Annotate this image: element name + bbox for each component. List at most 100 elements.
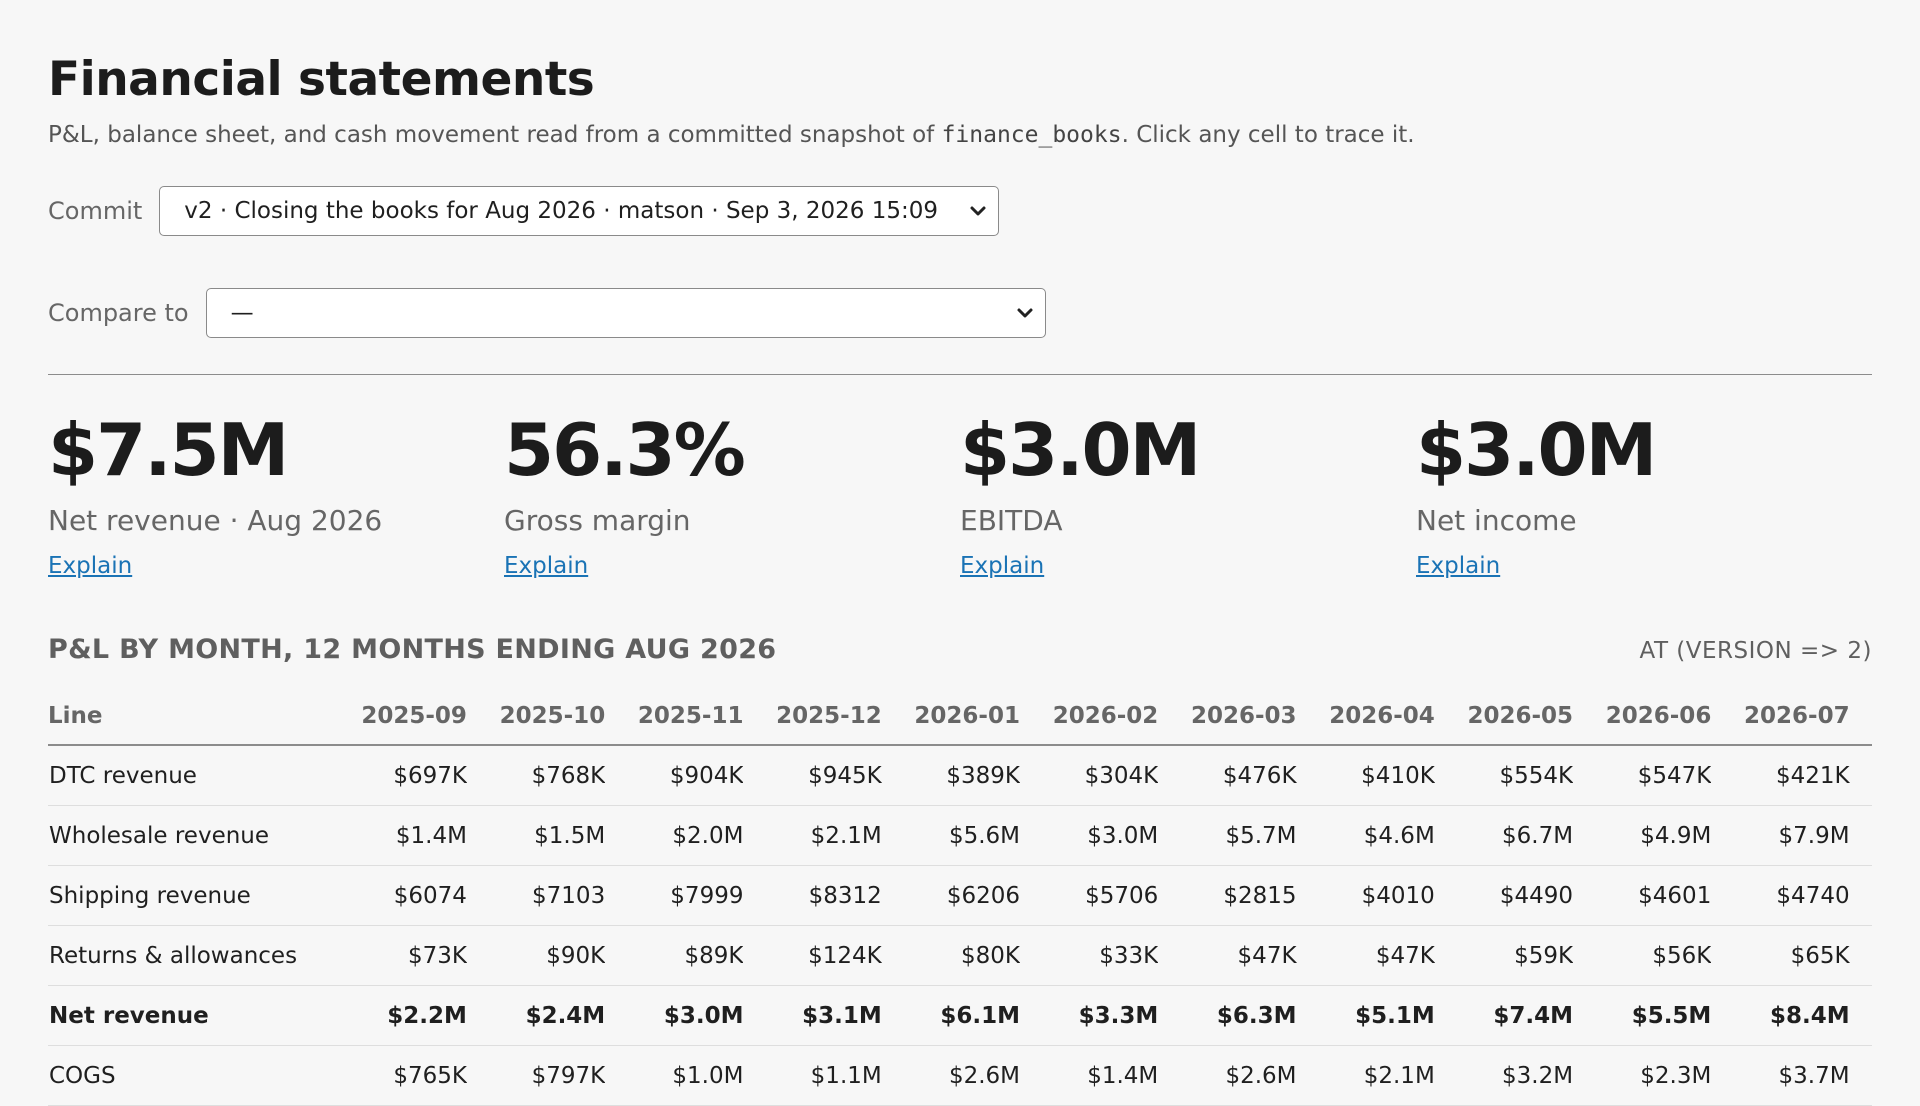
table-cell[interactable]: $89K <box>605 925 744 986</box>
table-cell[interactable]: $50K <box>1849 925 1872 986</box>
table-cell[interactable]: $7.4M <box>1434 985 1574 1046</box>
table-cell[interactable]: $904K <box>605 745 744 806</box>
table-cell[interactable]: $2.4M <box>466 985 606 1046</box>
table-cell[interactable]: $4.9M <box>1573 805 1712 866</box>
table-cell[interactable]: $3.2M <box>1434 1045 1574 1106</box>
table-cell[interactable]: $4.6M <box>1296 805 1435 866</box>
table-cell[interactable]: $542K <box>1849 745 1872 806</box>
table-cell[interactable]: $7999 <box>605 865 744 926</box>
commit-select-value: v2 · Closing the books for Aug 2026 · ma… <box>184 198 939 224</box>
explain-link[interactable]: Explain <box>48 553 133 579</box>
table-cell[interactable]: $421K <box>1711 745 1850 806</box>
table-name-code: finance_books <box>941 122 1122 148</box>
table-cell[interactable]: $768K <box>466 745 606 806</box>
table-cell[interactable]: $5.5M <box>1573 985 1712 1046</box>
row-label: Returns & allowances <box>48 925 329 986</box>
table-cell[interactable]: $5.7M <box>1158 805 1297 866</box>
kpi-label: EBITDA <box>960 504 1063 537</box>
section-title: P&L BY MONTH, 12 MONTHS ENDING AUG 2026 <box>48 634 777 665</box>
table-cell[interactable]: $4219 <box>1849 865 1872 926</box>
table-cell[interactable]: $33K <box>1020 925 1159 986</box>
table-cell[interactable]: $797K <box>466 1045 606 1106</box>
table-cell[interactable]: $1.1M <box>743 1045 882 1106</box>
explain-link[interactable]: Explain <box>1416 553 1501 579</box>
kpi-value: $7.5M <box>48 408 289 492</box>
table-cell[interactable]: $6.3M <box>1158 985 1297 1046</box>
table-cell[interactable]: $945K <box>743 745 882 806</box>
pl-table-container[interactable]: Line 2025-09 2025-10 2025-11 2025-12 2026-01 2… <box>48 688 1872 1106</box>
table-cell[interactable]: $73K <box>328 925 467 986</box>
table-cell[interactable]: $5.1M <box>1296 985 1435 1046</box>
table-cell[interactable]: $3.0M <box>605 985 744 1046</box>
commit-select[interactable]: v2 · Closing the books for Aug 2026 · ma… <box>159 186 1000 236</box>
table-cell[interactable]: $6.9M <box>1849 805 1872 866</box>
table-cell[interactable]: $410K <box>1296 745 1435 806</box>
table-cell[interactable]: $2.1M <box>1296 1045 1435 1106</box>
table-cell[interactable]: $4601 <box>1573 865 1712 926</box>
table-cell[interactable]: $6206 <box>881 865 1020 926</box>
table-cell[interactable]: $47K <box>1158 925 1297 986</box>
table-cell[interactable]: $389K <box>881 745 1020 806</box>
table-cell[interactable]: $56K <box>1573 925 1712 986</box>
kpi-gross-margin: 56.3% Gross margin Explain <box>504 410 960 579</box>
table-cell[interactable]: $1.4M <box>328 805 467 866</box>
table-cell[interactable]: $3.0M <box>1020 805 1159 866</box>
table-cell[interactable]: $4490 <box>1434 865 1574 926</box>
column-header-month: 2026-08 <box>1849 688 1872 746</box>
table-cell[interactable]: $765K <box>328 1045 467 1106</box>
pl-table: Line 2025-09 2025-10 2025-11 2025-12 2026-01 2… <box>48 688 1872 1106</box>
table-cell[interactable]: $1.0M <box>605 1045 744 1106</box>
row-label: Shipping revenue <box>48 865 329 926</box>
table-cell[interactable]: $547K <box>1573 745 1712 806</box>
table-cell[interactable]: $80K <box>881 925 1020 986</box>
table-body: DTC revenue $697K $768K $904K $945K $389K $304… <box>48 745 1872 1106</box>
table-cell[interactable]: $59K <box>1434 925 1574 986</box>
table-cell[interactable]: $304K <box>1020 745 1159 806</box>
table-cell[interactable]: $65K <box>1711 925 1850 986</box>
table-cell[interactable]: $5706 <box>1020 865 1159 926</box>
table-cell[interactable]: $2.6M <box>1158 1045 1297 1106</box>
table-cell[interactable]: $124K <box>743 925 882 986</box>
table-cell[interactable]: $7103 <box>466 865 606 926</box>
table-cell[interactable]: $8.4M <box>1711 985 1850 1046</box>
table-cell[interactable]: $3.3M <box>1020 985 1159 1046</box>
kpi-ebitda: $3.0M EBITDA Explain <box>960 410 1416 579</box>
table-cell[interactable]: $2.2M <box>328 985 467 1046</box>
subtitle-text: P&L, balance sheet, and cash movement re… <box>48 122 942 148</box>
table-cell[interactable]: $90K <box>466 925 606 986</box>
column-header-month: 2025-10 <box>466 688 606 746</box>
table-cell[interactable]: $476K <box>1158 745 1297 806</box>
table-cell[interactable]: $7.5M <box>1849 985 1872 1046</box>
compare-select-value: — <box>230 300 254 326</box>
column-header-month: 2026-03 <box>1158 688 1297 746</box>
table-cell[interactable]: $2.3M <box>1573 1045 1712 1106</box>
table-cell[interactable]: $2.1M <box>743 805 882 866</box>
table-cell[interactable]: $3.2M <box>1849 1045 1872 1106</box>
table-cell[interactable]: $2.0M <box>605 805 744 866</box>
table-cell[interactable]: $5.6M <box>881 805 1020 866</box>
table-cell[interactable]: $4740 <box>1711 865 1850 926</box>
table-cell[interactable]: $6.1M <box>881 985 1020 1046</box>
table-cell[interactable]: $1.5M <box>466 805 606 866</box>
explain-link[interactable]: Explain <box>960 553 1045 579</box>
table-cell[interactable]: $47K <box>1296 925 1435 986</box>
column-header-month: 2026-06 <box>1573 688 1712 746</box>
table-cell[interactable]: $4010 <box>1296 865 1435 926</box>
compare-select[interactable]: — <box>205 288 1046 338</box>
table-cell[interactable]: $697K <box>328 745 467 806</box>
table-row: Shipping revenue $6074 $7103 $7999 $8312 $620… <box>48 865 1872 926</box>
table-cell[interactable]: $7.9M <box>1711 805 1850 866</box>
table-row: DTC revenue $697K $768K $904K $945K $389K $304… <box>48 745 1872 806</box>
table-cell[interactable]: $3.7M <box>1711 1045 1850 1106</box>
column-header-month: 2025-12 <box>743 688 882 746</box>
table-cell[interactable]: $3.1M <box>743 985 882 1046</box>
table-cell[interactable]: $2815 <box>1158 865 1297 926</box>
table-cell[interactable]: $2.6M <box>881 1045 1020 1106</box>
table-cell[interactable]: $554K <box>1434 745 1574 806</box>
explain-link[interactable]: Explain <box>504 553 589 579</box>
table-cell[interactable]: $1.4M <box>1020 1045 1159 1106</box>
kpi-net-revenue: $7.5M Net revenue · Aug 2026 Explain <box>48 410 504 579</box>
table-cell[interactable]: $8312 <box>743 865 882 926</box>
table-cell[interactable]: $6.7M <box>1434 805 1574 866</box>
table-cell[interactable]: $6074 <box>328 865 467 926</box>
